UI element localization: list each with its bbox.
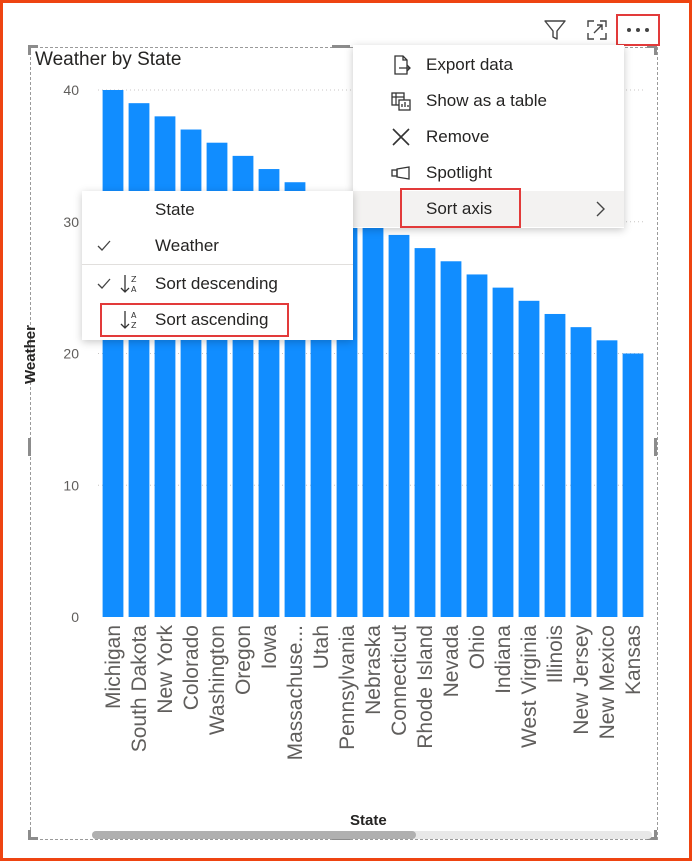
resize-handle-bottom-left[interactable] <box>28 837 38 840</box>
bar[interactable] <box>414 248 436 617</box>
menu-item-export-data[interactable]: Export data <box>353 47 624 83</box>
remove-icon <box>389 125 413 149</box>
sort-ascending-highlight <box>100 303 289 337</box>
x-tick-label: Illinois <box>544 625 567 683</box>
resize-handle-top-right-v[interactable] <box>654 45 657 55</box>
svg-text:A: A <box>131 311 137 320</box>
bar[interactable] <box>492 287 514 617</box>
menu-item-show-as-table[interactable]: Show as a table <box>353 83 624 119</box>
export-data-icon <box>389 53 413 77</box>
bar[interactable] <box>518 300 540 617</box>
x-tick-label: New York <box>154 625 177 714</box>
svg-text:Z: Z <box>131 275 137 284</box>
checkmark-icon <box>96 238 112 254</box>
bar[interactable] <box>128 103 150 618</box>
sort-by-state[interactable]: State <box>82 192 353 228</box>
menu-label: Sort descending <box>155 274 278 293</box>
scrollbar-thumb[interactable] <box>92 831 416 839</box>
sort-axis-highlight <box>400 188 521 228</box>
resize-handle-bottom-left-v[interactable] <box>28 830 31 840</box>
y-tick-label: 10 <box>63 477 79 493</box>
bar[interactable] <box>570 327 592 617</box>
sort-by-weather[interactable]: Weather <box>82 228 353 264</box>
x-tick-label: Massachuse... <box>284 625 307 760</box>
horizontal-scrollbar[interactable] <box>92 831 652 839</box>
y-tick-label: 30 <box>63 214 79 230</box>
resize-handle-left[interactable] <box>28 438 31 456</box>
menu-item-sort-axis[interactable]: Sort axis <box>353 191 624 227</box>
menu-label: Remove <box>426 127 490 146</box>
filter-icon[interactable] <box>538 14 572 46</box>
spotlight-icon <box>389 161 413 185</box>
x-tick-label: Connecticut <box>388 625 411 736</box>
x-tick-label: Michigan <box>102 625 125 709</box>
sort-axis-submenu: State Weather Z A Sort descending A Z So… <box>82 191 353 340</box>
x-tick-label: Nevada <box>440 625 463 698</box>
show-table-icon <box>389 89 413 113</box>
bar[interactable] <box>362 221 384 617</box>
sort-descending[interactable]: Z A Sort descending <box>82 266 353 302</box>
visual-title: Weather by State <box>35 49 182 70</box>
y-axis-title: Weather <box>22 325 39 384</box>
x-tick-label: Washington <box>206 625 229 735</box>
x-tick-label: Iowa <box>258 625 281 670</box>
sort-ascending[interactable]: A Z Sort ascending <box>82 302 353 338</box>
svg-text:Z: Z <box>131 321 137 330</box>
x-tick-label: New Jersey <box>570 625 593 735</box>
menu-label: Show as a table <box>426 91 547 110</box>
visual-header-icons <box>538 14 662 46</box>
resize-handle-bottom-right-v[interactable] <box>654 830 657 840</box>
bar[interactable] <box>102 90 124 617</box>
bar[interactable] <box>544 313 566 617</box>
resize-handle-top-right[interactable] <box>647 45 657 48</box>
bar[interactable] <box>440 261 462 617</box>
x-tick-label: Ohio <box>466 625 489 669</box>
bar[interactable] <box>388 234 410 618</box>
checkmark-icon <box>96 276 112 292</box>
svg-text:A: A <box>131 285 137 294</box>
menu-label: Sort axis <box>426 199 493 218</box>
menu-label: Weather <box>155 236 219 255</box>
x-tick-label: Rhode Island <box>414 625 437 749</box>
menu-item-spotlight[interactable]: Spotlight <box>353 155 624 191</box>
y-tick-label: 20 <box>63 346 79 362</box>
more-options-icon[interactable] <box>616 14 660 46</box>
menu-separator <box>82 264 353 265</box>
bar[interactable] <box>466 274 488 617</box>
focus-mode-icon[interactable] <box>580 14 614 46</box>
more-options-menu: Export data Show as a table Remove <box>353 45 624 228</box>
menu-label: Sort ascending <box>155 310 269 329</box>
resize-handle-right[interactable] <box>654 438 657 456</box>
x-tick-label: Kansas <box>622 625 645 695</box>
x-tick-label: Colorado <box>180 625 203 710</box>
resize-handle-top-left[interactable] <box>28 45 38 48</box>
x-tick-label: Indiana <box>492 625 515 694</box>
x-tick-label: South Dakota <box>128 625 151 753</box>
x-tick-label: Pennsylvania <box>336 625 359 750</box>
y-tick-label: 40 <box>63 82 79 98</box>
menu-label: State <box>155 200 195 219</box>
chevron-right-icon <box>596 201 605 217</box>
y-tick-label: 0 <box>71 609 79 625</box>
x-axis-title: State <box>350 812 387 829</box>
resize-handle-top-left-v[interactable] <box>28 45 31 55</box>
x-tick-label: Utah <box>310 625 333 669</box>
sort-descending-icon: Z A <box>120 275 137 294</box>
menu-item-remove[interactable]: Remove <box>353 119 624 155</box>
menu-label: Export data <box>426 55 513 74</box>
x-tick-label: West Virginia <box>518 625 541 748</box>
menu-label: Spotlight <box>426 163 493 182</box>
resize-handle-top[interactable] <box>332 45 350 48</box>
x-tick-label: Oregon <box>232 625 255 695</box>
x-tick-label: New Mexico <box>596 625 619 739</box>
bar[interactable] <box>622 353 644 618</box>
resize-handle-bottom-right[interactable] <box>647 837 657 840</box>
bar[interactable] <box>596 340 618 617</box>
x-tick-label: Nebraska <box>362 625 385 715</box>
sort-ascending-icon: A Z <box>120 311 137 330</box>
